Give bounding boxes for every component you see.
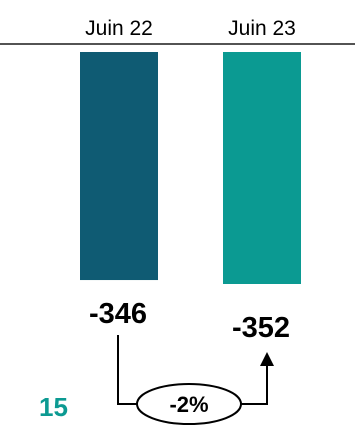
change-badge: -2% xyxy=(136,383,242,425)
bar-1 xyxy=(80,52,158,281)
arrow-head-icon xyxy=(260,352,274,366)
category-label-2: Juin 23 xyxy=(228,17,296,40)
labels-layer: Juin 22 -346 Juin 23 -352 xyxy=(85,17,296,344)
bar-2 xyxy=(223,52,301,284)
category-label-1: Juin 22 xyxy=(85,17,153,40)
bars-layer xyxy=(80,52,301,284)
change-badge-ellipse xyxy=(136,383,242,425)
value-label-2: -352 xyxy=(232,312,290,344)
value-label-1: -346 xyxy=(89,298,147,330)
change-label: -2% xyxy=(169,392,208,417)
page-number: 15 xyxy=(39,392,68,422)
